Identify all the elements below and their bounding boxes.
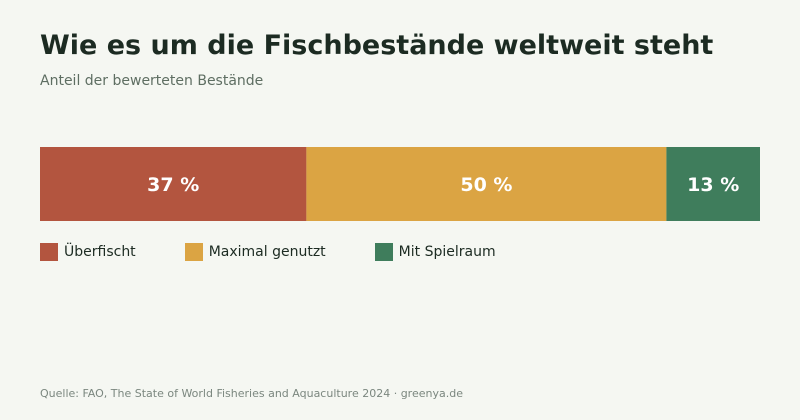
source-note: Quelle: FAO, The State of World Fisherie… <box>40 387 463 400</box>
legend-item-3: Mit Spielraum <box>374 243 496 261</box>
legend-swatch <box>40 243 58 261</box>
chart-title: Wie es um die Fischbestände weltweit ste… <box>40 30 714 61</box>
bar-segment-1 <box>40 147 307 221</box>
data-label-1: 37 % <box>147 174 199 196</box>
bar-segment-3 <box>666 147 760 221</box>
legend-label: Überfischt <box>64 244 136 260</box>
legend-swatch <box>374 243 393 261</box>
legend-label: Mit Spielraum <box>398 244 496 260</box>
data-label-2: 50 % <box>460 174 512 196</box>
bar-segment-2 <box>306 147 667 221</box>
legend-label: Maximal genutzt <box>208 244 326 260</box>
stacked-bar: 37 % 50 % 13 % <box>40 147 760 221</box>
data-label-3: 13 % <box>687 174 739 196</box>
chart-subtitle: Anteil der bewerteten Bestände <box>40 73 264 89</box>
legend-item-2: Maximal genutzt <box>184 243 326 261</box>
legend-item-1: Überfischt <box>40 243 136 261</box>
legend: Überfischt Maximal genutzt Mit Spielraum <box>40 243 545 261</box>
legend-swatch <box>184 243 203 261</box>
